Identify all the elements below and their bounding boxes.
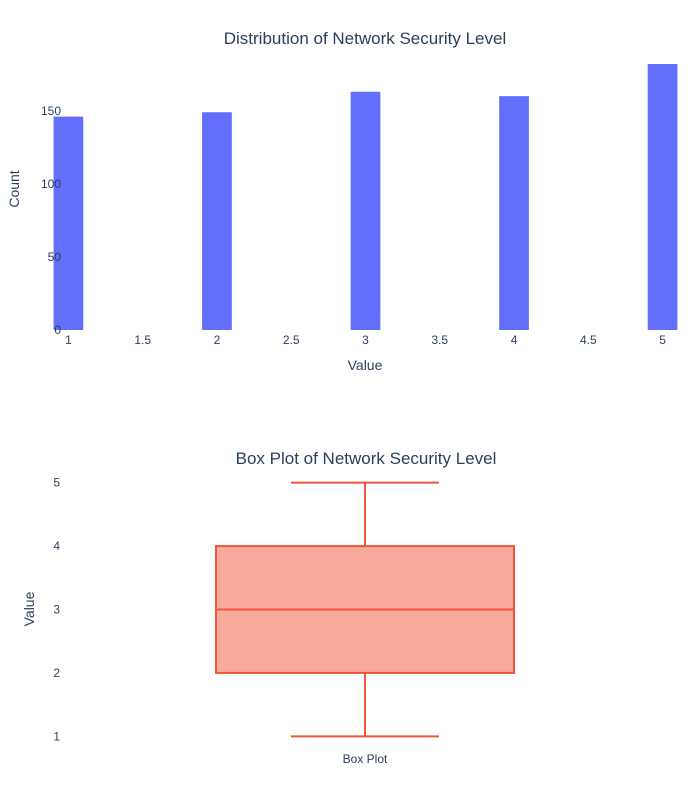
boxplot-y-axis-label: Value	[21, 591, 37, 626]
histogram-y-axis-label: Count	[6, 170, 22, 207]
histogram-x-tick-label: 2.5	[283, 333, 300, 347]
boxplot-y-ticks: 1 2 3 4 5	[53, 476, 60, 744]
histogram-x-tick-label: 4	[511, 333, 518, 347]
boxplot-box	[215, 481, 515, 738]
histogram-bars	[53, 64, 678, 331]
histogram-y-ticks: 0 50 100 150	[41, 104, 61, 337]
boxplot-y-tick-label: 2	[53, 666, 60, 680]
histogram-x-tick-label: 3.5	[431, 333, 448, 347]
histogram-x-tick-label: 5	[659, 333, 666, 347]
histogram-bar	[350, 91, 381, 331]
histogram-y-tick-label: 150	[41, 104, 61, 118]
histogram-bar	[647, 64, 678, 330]
histogram-x-axis-label: Value	[348, 357, 383, 373]
boxplot-y-tick-label: 3	[53, 603, 60, 617]
histogram-bar	[53, 116, 84, 330]
histogram-x-ticks: 1 1.5 2 2.5 3 3.5 4 4.5 5	[65, 333, 666, 347]
histogram-y-tick-label: 50	[48, 250, 62, 264]
histogram-panel: Distribution of Network Security Level 1…	[6, 29, 678, 373]
histogram-y-tick-label: 0	[54, 323, 61, 337]
histogram-x-tick-label: 3	[362, 333, 369, 347]
boxplot-category-label: Box Plot	[343, 752, 388, 766]
histogram-title: Distribution of Network Security Level	[224, 29, 507, 48]
histogram-x-tick-label: 1	[65, 333, 72, 347]
boxplot-title: Box Plot of Network Security Level	[236, 449, 497, 468]
boxplot-panel: Box Plot of Network Security Level 1 2 3 4 5…	[21, 449, 515, 766]
histogram-x-tick-label: 1.5	[134, 333, 151, 347]
boxplot-y-tick-label: 4	[53, 539, 60, 553]
boxplot-y-tick-label: 5	[53, 476, 60, 490]
histogram-y-tick-label: 100	[41, 177, 61, 191]
boxplot-y-tick-label: 1	[53, 729, 60, 743]
histogram-x-tick-label: 4.5	[580, 333, 597, 347]
histogram-bar	[202, 112, 232, 330]
histogram-x-tick-label: 2	[214, 333, 221, 347]
histogram-bar	[499, 96, 529, 331]
